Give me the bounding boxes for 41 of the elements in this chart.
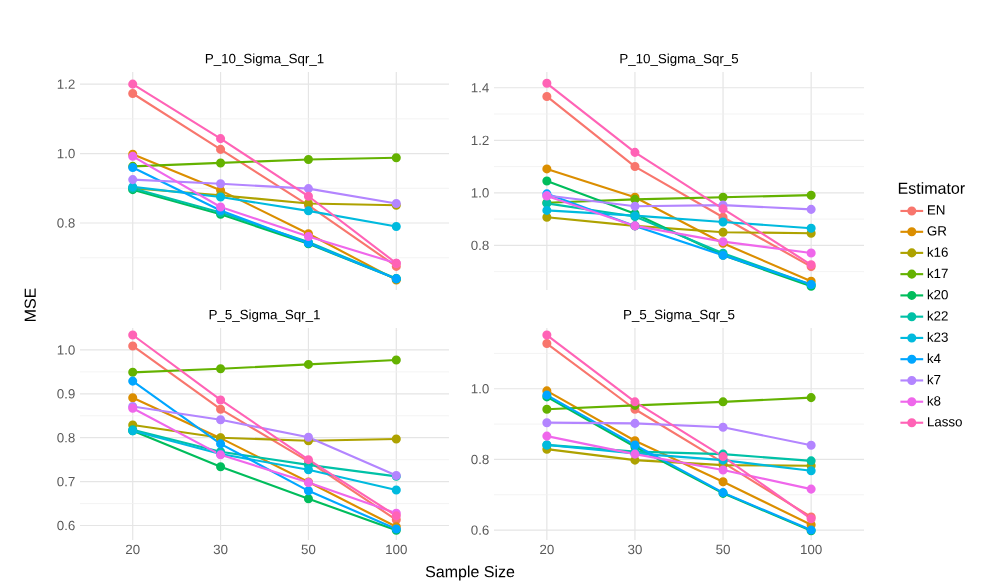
x-tick-label: 100 bbox=[801, 544, 822, 555]
legend-label: k20 bbox=[927, 289, 948, 300]
legend-label: k22 bbox=[927, 310, 948, 321]
y-tick-label: 0.8 bbox=[471, 454, 489, 465]
y-tick-label: 1.2 bbox=[471, 135, 489, 145]
x-tick-label: 20 bbox=[125, 544, 140, 555]
y-tick-label: 1.0 bbox=[57, 345, 75, 355]
y-tick-label: 0.6 bbox=[471, 525, 489, 535]
chart-title: P_10_Sigma_Sqr_1 bbox=[205, 53, 324, 66]
x-tick-label: 30 bbox=[628, 544, 642, 555]
x-axis-title: Sample Size bbox=[425, 565, 515, 581]
x-tick-label: 50 bbox=[301, 544, 316, 555]
chart-title: P_5_Sigma_Sqr_1 bbox=[209, 309, 320, 322]
legend-label: GR bbox=[927, 226, 947, 236]
y-tick-label: 1.0 bbox=[57, 148, 75, 159]
legend-title: Estimator bbox=[898, 182, 965, 194]
y-tick-label: 0.7 bbox=[57, 476, 75, 487]
y-tick-label: 0.8 bbox=[57, 433, 75, 443]
chart-title: P_5_Sigma_Sqr_5 bbox=[624, 309, 735, 322]
y-tick-label: 1.0 bbox=[471, 188, 489, 198]
legend-label: Lasso bbox=[927, 417, 962, 427]
y-axis-title: MSE bbox=[24, 288, 36, 322]
legend-label: k8 bbox=[927, 395, 941, 406]
x-tick-label: 20 bbox=[540, 544, 554, 555]
y-tick-label: 0.6 bbox=[57, 520, 75, 531]
y-tick-label: 0.8 bbox=[471, 240, 489, 251]
legend-label: k4 bbox=[927, 353, 941, 364]
legend-label: k16 bbox=[927, 247, 948, 257]
y-tick-label: 0.8 bbox=[57, 218, 75, 228]
x-tick-label: 50 bbox=[716, 544, 730, 555]
y-tick-label: 1.2 bbox=[57, 79, 75, 89]
legend-label: k23 bbox=[927, 332, 948, 342]
chart-title: P_10_Sigma_Sqr_5 bbox=[620, 53, 739, 66]
y-tick-label: 0.9 bbox=[57, 389, 75, 399]
legend-label: k17 bbox=[927, 268, 948, 278]
y-tick-label: 1.0 bbox=[471, 384, 489, 394]
y-tick-label: 1.4 bbox=[471, 83, 489, 93]
x-tick-label: 100 bbox=[386, 544, 407, 555]
legend-label: k7 bbox=[927, 374, 941, 385]
legend-label: EN bbox=[927, 205, 945, 215]
x-tick-label: 30 bbox=[213, 544, 228, 555]
